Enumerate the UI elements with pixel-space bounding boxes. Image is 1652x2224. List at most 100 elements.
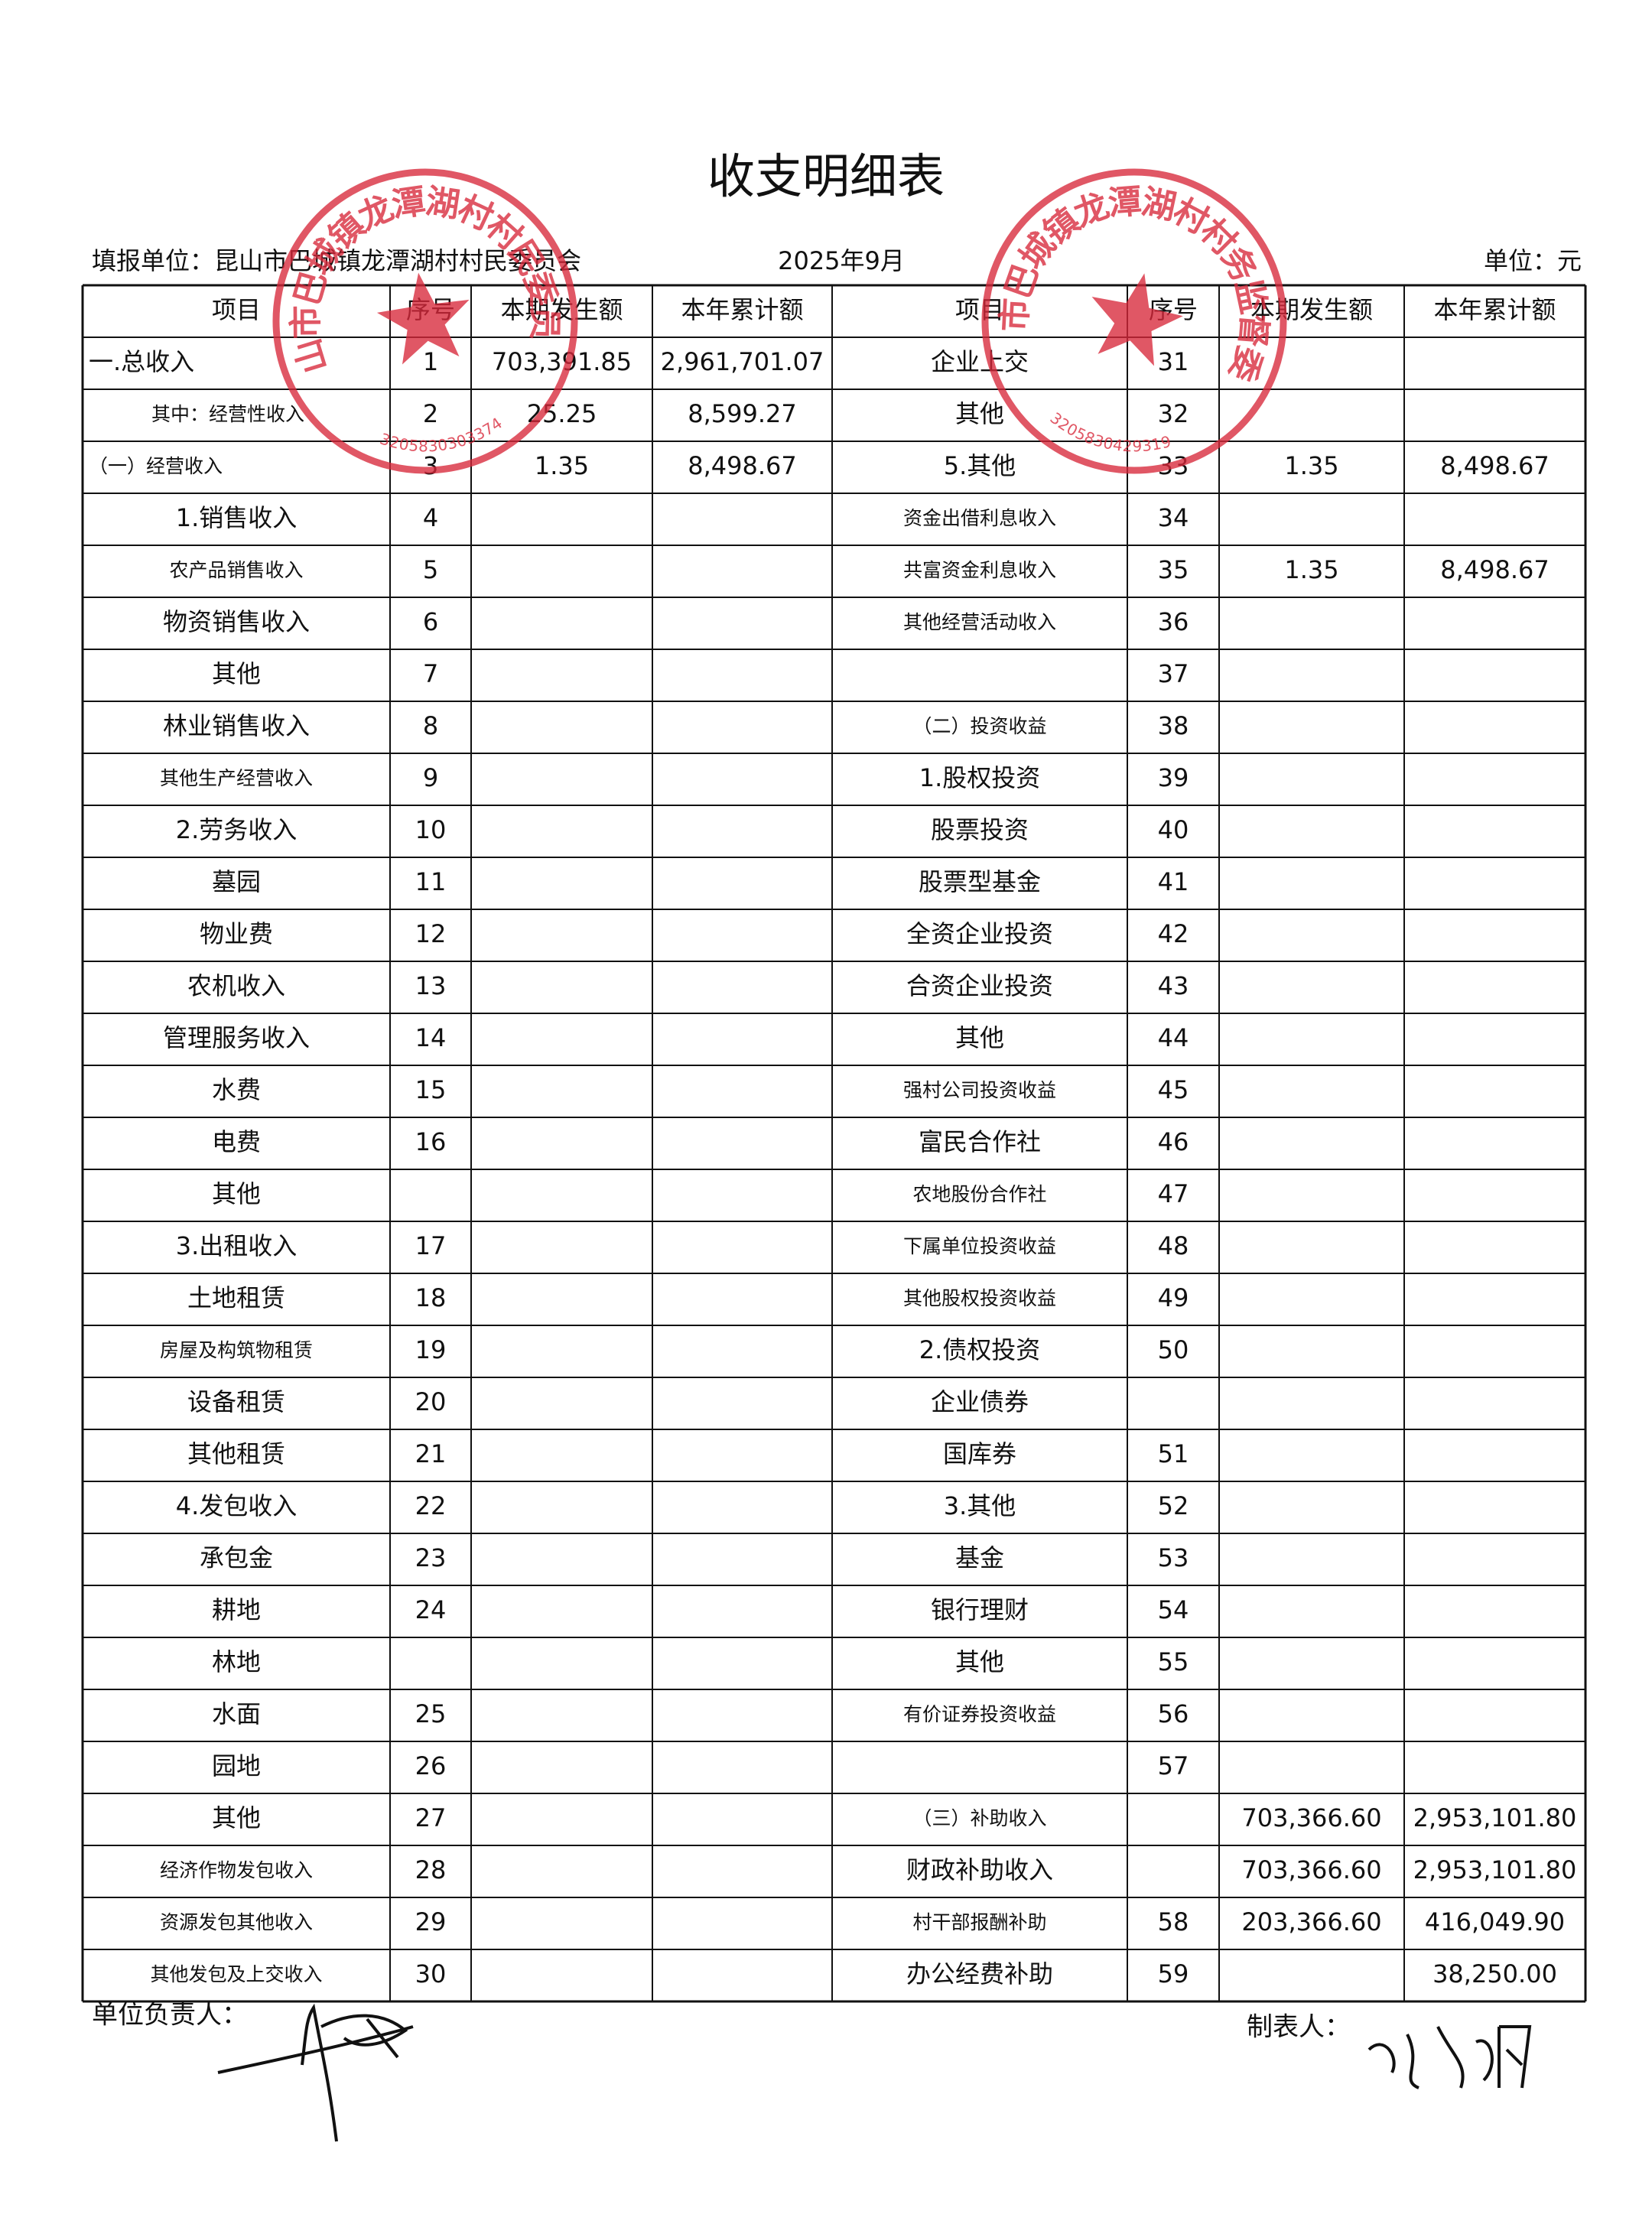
serial-number: 4: [423, 503, 438, 532]
item-label: 墓园: [212, 867, 261, 896]
item-label: 水费: [212, 1075, 261, 1104]
serial-number: 46: [1158, 1127, 1189, 1156]
item-label: 其他发包及上交收入: [150, 1963, 322, 1985]
serial-number: 44: [1158, 1023, 1189, 1052]
item-label: 园地: [212, 1751, 261, 1780]
item-label: 村干部报酬补助: [912, 1911, 1046, 1933]
serial-number: 52: [1158, 1491, 1189, 1520]
serial-number: 32: [1158, 399, 1189, 428]
serial-number: 35: [1158, 555, 1189, 584]
amount: 703,391.85: [492, 347, 632, 376]
amount: 8,498.67: [1440, 451, 1550, 480]
serial-number: 30: [415, 1959, 447, 1988]
item-label: 土地租赁: [187, 1283, 285, 1312]
item-label: 林业销售收入: [163, 711, 310, 740]
serial-number: 55: [1158, 1647, 1189, 1676]
stamp-ring: [981, 168, 1287, 474]
amount: 2,961,701.07: [661, 347, 824, 376]
amount: 8,498.67: [688, 451, 797, 480]
serial-number: 29: [415, 1907, 447, 1936]
item-label: 3.出租收入: [176, 1231, 298, 1260]
serial-number: 36: [1158, 607, 1189, 636]
serial-number: 2: [423, 399, 438, 428]
serial-number: 21: [415, 1439, 447, 1468]
item-label: 国库券: [943, 1439, 1016, 1468]
serial-number: 20: [415, 1387, 447, 1416]
serial-number: 13: [415, 971, 447, 1000]
column-header: 项目: [955, 295, 1004, 324]
serial-number: 19: [415, 1335, 447, 1364]
serial-number: 48: [1158, 1231, 1189, 1260]
amount: 38,250.00: [1432, 1959, 1557, 1988]
amount: 8,498.67: [1440, 555, 1550, 584]
item-label: 2.劳务收入: [176, 815, 298, 844]
serial-number: 7: [423, 659, 438, 688]
stamp-star: [1091, 273, 1183, 366]
serial-number: 34: [1158, 503, 1189, 532]
serial-number: 42: [1158, 919, 1189, 948]
item-label: 基金: [955, 1543, 1004, 1572]
serial-number: 59: [1158, 1959, 1189, 1988]
stamp-ring: [272, 168, 578, 474]
serial-number: 43: [1158, 971, 1189, 1000]
item-label: 水面: [212, 1699, 261, 1728]
item-label: 2.债权投资: [919, 1335, 1041, 1364]
item-label: 其他: [955, 1647, 1004, 1676]
item-label: 富民合作社: [919, 1127, 1041, 1156]
amount: 203,366.60: [1241, 1907, 1381, 1936]
item-label: 强村公司投资收益: [903, 1079, 1056, 1101]
amount: 703,366.60: [1241, 1803, 1381, 1832]
item-label: （二）投资收益: [912, 715, 1046, 737]
table: 项目序号本期发生额本年累计额项目序号本期发生额本年累计额一.总收入1703,39…: [81, 284, 1587, 2003]
column-header: 本年累计额: [1433, 295, 1556, 324]
unit-name: 填报单位：昆山市巴城镇龙潭湖村村民委员会: [92, 246, 581, 275]
amount: 2,953,101.80: [1413, 1803, 1577, 1832]
item-label: 物业费: [200, 919, 273, 948]
period: 2025年9月: [778, 246, 905, 275]
serial-number: 31: [1158, 347, 1189, 376]
item-label: 其他: [212, 659, 261, 688]
item-label: 物资销售收入: [163, 607, 310, 636]
amount: 2,953,101.80: [1413, 1855, 1577, 1884]
title: 收支明细表: [707, 148, 945, 204]
item-label: 企业债券: [931, 1387, 1029, 1416]
serial-number: 22: [415, 1491, 447, 1520]
item-label: 全资企业投资: [906, 919, 1053, 948]
item-label: 其他: [212, 1179, 261, 1208]
serial-number: 28: [415, 1855, 447, 1884]
serial-number: 37: [1158, 659, 1189, 688]
serial-number: 3: [423, 451, 438, 480]
item-label: 其他: [212, 1803, 261, 1832]
serial-number: 24: [415, 1595, 447, 1624]
amount: 1.35: [1284, 555, 1338, 584]
item-label: 下属单位投资收益: [903, 1235, 1056, 1257]
serial-number: 58: [1158, 1907, 1189, 1936]
serial-number: 14: [415, 1023, 447, 1052]
serial-number: 56: [1158, 1699, 1189, 1728]
item-label: 管理服务收入: [163, 1023, 310, 1052]
principal-label: 单位负责人：: [92, 2000, 248, 2031]
amount: 1.35: [535, 451, 589, 480]
item-label: （三）补助收入: [912, 1807, 1046, 1829]
serial-number: 8: [423, 711, 438, 740]
item-label: 其中：经营性收入: [151, 403, 304, 425]
item-label: 设备租赁: [187, 1387, 285, 1416]
amount: 8,599.27: [688, 399, 797, 428]
item-label: 企业上交: [931, 347, 1029, 376]
item-label: 其他经营活动收入: [903, 611, 1056, 633]
item-label: 股票投资: [931, 815, 1029, 844]
item-label: 3.其他: [944, 1491, 1016, 1520]
column-header: 本期发生额: [500, 295, 623, 324]
item-label: 合资企业投资: [906, 971, 1053, 1000]
serial-number: 17: [415, 1231, 447, 1260]
serial-number: 53: [1158, 1543, 1189, 1572]
item-label: 1.股权投资: [919, 763, 1041, 792]
item-label: 资金出借利息收入: [903, 507, 1056, 529]
serial-number: 41: [1158, 867, 1189, 896]
serial-number: 40: [1158, 815, 1189, 844]
item-label: 一.总收入: [89, 347, 194, 376]
column-header: 本期发生额: [1250, 295, 1373, 324]
serial-number: 10: [415, 815, 447, 844]
